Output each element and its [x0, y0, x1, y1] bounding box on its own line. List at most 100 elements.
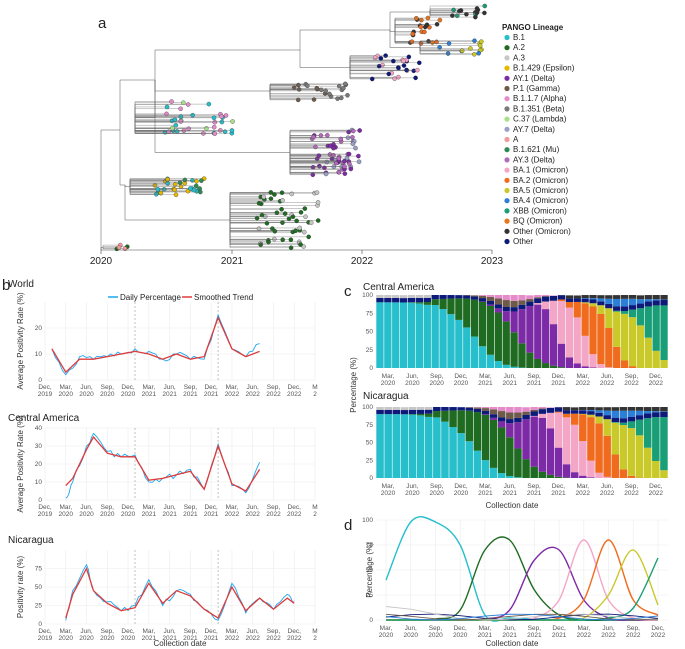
b-xtick: Mar, 2020 [59, 504, 74, 518]
tip-clade-bq [414, 16, 419, 21]
stacked-bar-segment [489, 467, 498, 478]
tip-clade-b1-upper [204, 126, 209, 131]
stacked-bar-segment [554, 412, 563, 448]
c-ytick: 50 [366, 329, 374, 336]
stacked-bar-segment [620, 295, 629, 299]
stacked-bar-segment [506, 437, 514, 476]
d-xtick: Sep, 2020 [428, 625, 443, 639]
legend-entry-1: A.2 [513, 43, 526, 52]
c-xtick: Sep, 2021 [527, 483, 542, 497]
tip-clade-b1-upper [178, 114, 184, 120]
c-ytick: 50 [366, 440, 374, 447]
tip-clade-delta [328, 143, 333, 148]
tip-clade-a2 [264, 221, 270, 226]
tip-clade-delta [357, 128, 362, 133]
tip-clade-bq [425, 15, 431, 21]
tip-clade-b1-lower [161, 187, 167, 192]
stacked-bar-segment [424, 416, 433, 478]
stacked-bar-segment [643, 407, 652, 411]
tip-clade-delta [322, 165, 327, 171]
stacked-bar-segment [652, 417, 660, 462]
stacked-bar-segment [613, 306, 621, 311]
tip-clade-a2 [272, 192, 277, 197]
stacked-bar-segment [478, 295, 487, 299]
c-ytick: 100 [362, 292, 373, 299]
stacked-bar-segment [457, 410, 465, 434]
b-ytick: 30 [35, 443, 43, 450]
stacked-bar-segment [644, 337, 652, 368]
stacked-bar-segment [481, 414, 490, 461]
stacked-bar-segment [546, 474, 555, 478]
stacked-bar-segment [636, 325, 645, 368]
stacked-bar-segment [455, 295, 463, 299]
legend-swatch-4 [504, 75, 510, 81]
stacked-bar-segment [407, 297, 416, 303]
stacked-bar-segment [644, 301, 652, 307]
stacked-bar-segment [589, 306, 597, 355]
stacked-bar-segment [660, 411, 668, 418]
stacked-bar-segment [605, 367, 613, 368]
tip-clade-b1-upper [201, 131, 206, 136]
legend-swatch-5 [504, 85, 510, 92]
stacked-bar-segment [502, 364, 510, 368]
c-xtick: Mar, 2020 [381, 483, 396, 497]
panel-letter-b: b [2, 277, 10, 294]
d-xtick: Mar, 2022 [577, 625, 592, 639]
stacked-bar-segment [489, 409, 498, 415]
stacked-bar-segment [408, 414, 417, 415]
tip-clade-a2 [256, 226, 262, 231]
stacked-bar-segment [415, 297, 424, 303]
tip-clade-a2 [294, 218, 299, 224]
b-xtick: Dec, 2020 [121, 504, 136, 518]
b-xtick: Mar, 2021 [142, 504, 157, 518]
stacked-bar-segment [518, 309, 526, 344]
stacked-bar-segment [534, 298, 542, 304]
stacked-bar-segment [587, 411, 595, 415]
stacked-bar-segment [384, 409, 392, 415]
stacked-bar-segment [534, 358, 542, 368]
b-ytick: 20 [35, 461, 43, 468]
d-ytick: 0 [369, 617, 373, 624]
c-xtick: Dec, 2021 [551, 373, 566, 387]
stacked-bar-segment [497, 407, 506, 412]
stacked-bar-segment [611, 454, 620, 478]
c-xtick: Dec, 2020 [454, 373, 469, 387]
tip-clade-ba1 [396, 74, 401, 80]
stacked-bar-segment [636, 295, 645, 300]
b-xtick: Dec, 2020 [121, 628, 136, 642]
tip-clade-a2 [261, 194, 267, 200]
tip-clade-b1-lower [165, 181, 170, 186]
b-ytick: 0 [38, 377, 42, 384]
positivity-subplot-title: World [8, 279, 34, 290]
tip-clade-b1-upper [229, 128, 235, 133]
stacked-subplot-title: Nicaragua [363, 391, 409, 402]
stacked-bar-segment [542, 296, 550, 302]
stacked-bar-segment [526, 299, 534, 302]
stacked-bar-segment [431, 305, 439, 368]
stacked-bar-segment [597, 295, 605, 299]
stacked-bar-segment [514, 448, 522, 478]
tip-clade-b1-lower [178, 184, 184, 189]
tip-clade-delta [342, 171, 348, 176]
tip-clade-bq [426, 39, 431, 44]
stacked-bar-segment [433, 407, 441, 412]
tip-clade-bq [422, 29, 427, 35]
stacked-bar-segment [557, 367, 566, 368]
legend-smooth-label: Smoothed Trend [194, 293, 253, 302]
tip-clade-ba1 [372, 55, 378, 60]
stacked-bar-segment [643, 418, 652, 448]
d-xtick: Jun, 2021 [502, 625, 517, 639]
stacked-bar-segment [530, 415, 538, 417]
stacked-bar-segment [494, 361, 502, 368]
tip-clade-delta [356, 153, 361, 159]
stacked-bar-segment [611, 422, 620, 455]
stacked-bar-segment [431, 295, 439, 300]
tip-clade-a2 [280, 198, 285, 203]
stacked-bar-segment [376, 295, 384, 298]
stacked-bar-segment [424, 413, 433, 417]
stacked-bar-segment [595, 423, 603, 473]
tip-clade-bq [424, 22, 430, 28]
tip-clade-ba1 [401, 58, 406, 64]
c-ytick: 25 [366, 457, 374, 464]
minor-lineage-line [385, 613, 659, 621]
